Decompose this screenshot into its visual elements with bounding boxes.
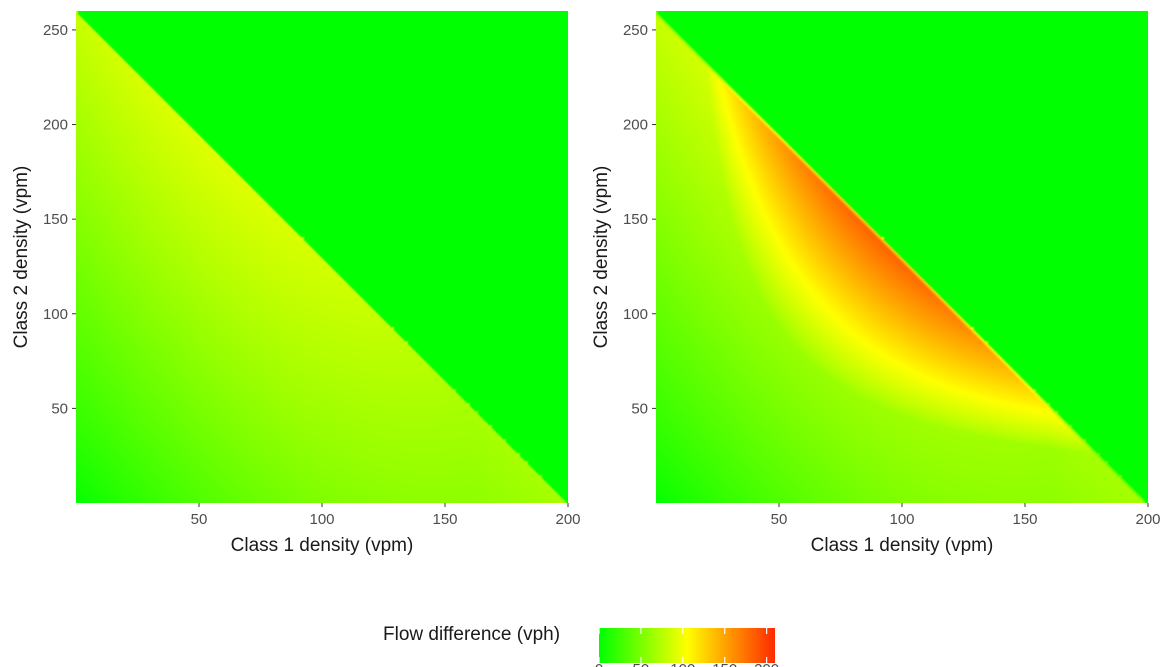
left-y-tick-label: 250	[43, 22, 68, 39]
right-x-tick-label: 50	[771, 511, 788, 528]
right-y-tick-label: 200	[623, 117, 648, 134]
legend-title: Flow difference (vph)	[383, 624, 560, 645]
panel-right: 50 100 150 200 50 100 150 200 250 Class 1 densit…	[591, 11, 1161, 556]
right-x-tick-label: 200	[1135, 511, 1160, 528]
left-y-tick-label: 150	[43, 211, 68, 228]
right-x-tick-label: 100	[889, 511, 914, 528]
legend-ticks: 0 50 100 150 200	[595, 628, 779, 667]
legend: Flow difference (vph) 0 50 100 150 200	[383, 624, 779, 667]
left-x-tick-label: 50	[191, 511, 208, 528]
heatmap-raster-right	[656, 11, 1148, 503]
legend-tick-label: 100	[670, 661, 695, 667]
left-y-tick-label: 100	[43, 306, 68, 323]
left-x-tick-label: 150	[432, 511, 457, 528]
y-axis-title-right: Class 2 density (vpm)	[591, 166, 612, 349]
legend-tick-label: 0	[595, 661, 603, 667]
legend-colorbar	[599, 628, 775, 663]
heatmap-raster-left	[76, 11, 568, 503]
left-x-tick-label: 100	[309, 511, 334, 528]
left-y-tick-label: 200	[43, 117, 68, 134]
y-axis-title-left: Class 2 density (vpm)	[11, 166, 32, 349]
right-y-tick-label: 100	[623, 306, 648, 323]
legend-tick-label: 150	[712, 661, 737, 667]
right-y-tick-label: 50	[631, 400, 648, 417]
left-y-tick-label: 50	[51, 400, 68, 417]
left-x-tick-label: 200	[555, 511, 580, 528]
ticks-left: 50 100 150 200 50 100 150 200 250	[43, 22, 581, 528]
ticks-right: 50 100 150 200 50 100 150 200 250	[623, 22, 1161, 528]
right-y-tick-label: 150	[623, 211, 648, 228]
panel-left: 50 100 150 200 50 100 150 200 250 Class 1 densit…	[11, 11, 581, 556]
legend-tick-label: 200	[754, 661, 779, 667]
x-axis-title-left: Class 1 density (vpm)	[231, 535, 414, 556]
right-y-tick-label: 250	[623, 22, 648, 39]
x-axis-title-right: Class 1 density (vpm)	[811, 535, 994, 556]
right-x-tick-label: 150	[1012, 511, 1037, 528]
legend-tick-label: 50	[633, 661, 650, 667]
